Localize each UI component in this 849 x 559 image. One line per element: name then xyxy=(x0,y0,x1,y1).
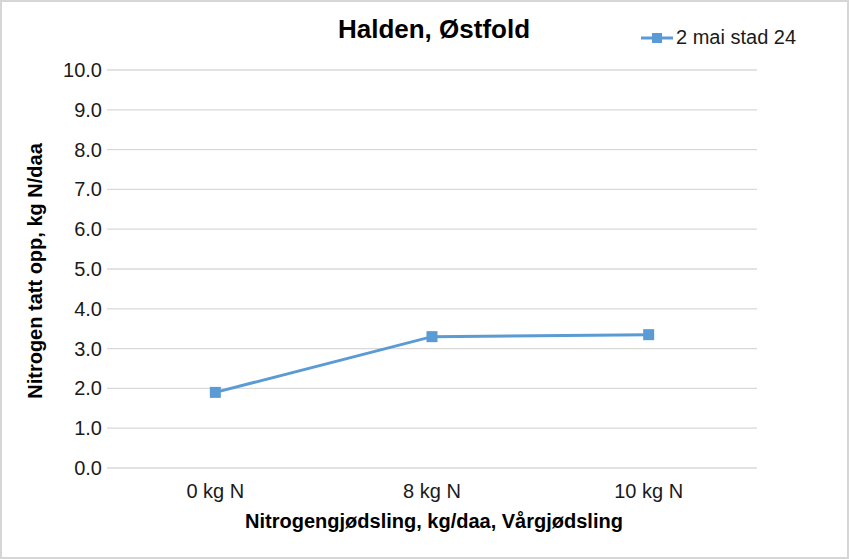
data-point-marker xyxy=(427,331,438,342)
series-line xyxy=(215,335,648,393)
plot-area xyxy=(2,2,847,557)
x-axis-title: Nitrogengjødsling, kg/daa, Vårgjødsling xyxy=(109,510,759,533)
x-tick-label: 8 kg N xyxy=(362,479,502,503)
data-point-marker xyxy=(210,387,221,398)
data-point-marker xyxy=(643,329,654,340)
x-tick-label: 0 kg N xyxy=(145,479,285,503)
y-tick-label: 1.0 xyxy=(22,416,102,440)
y-tick-label: 0.0 xyxy=(22,456,102,480)
y-tick-label: 9.0 xyxy=(22,98,102,122)
x-tick-label: 10 kg N xyxy=(579,479,719,503)
y-axis-title: Nitrogen tatt opp, kg N/daa xyxy=(24,143,47,399)
y-tick-label: 10.0 xyxy=(22,58,102,82)
chart-frame: Halden, Østfold 2 mai stad 24 0.01.02.03… xyxy=(0,0,849,559)
